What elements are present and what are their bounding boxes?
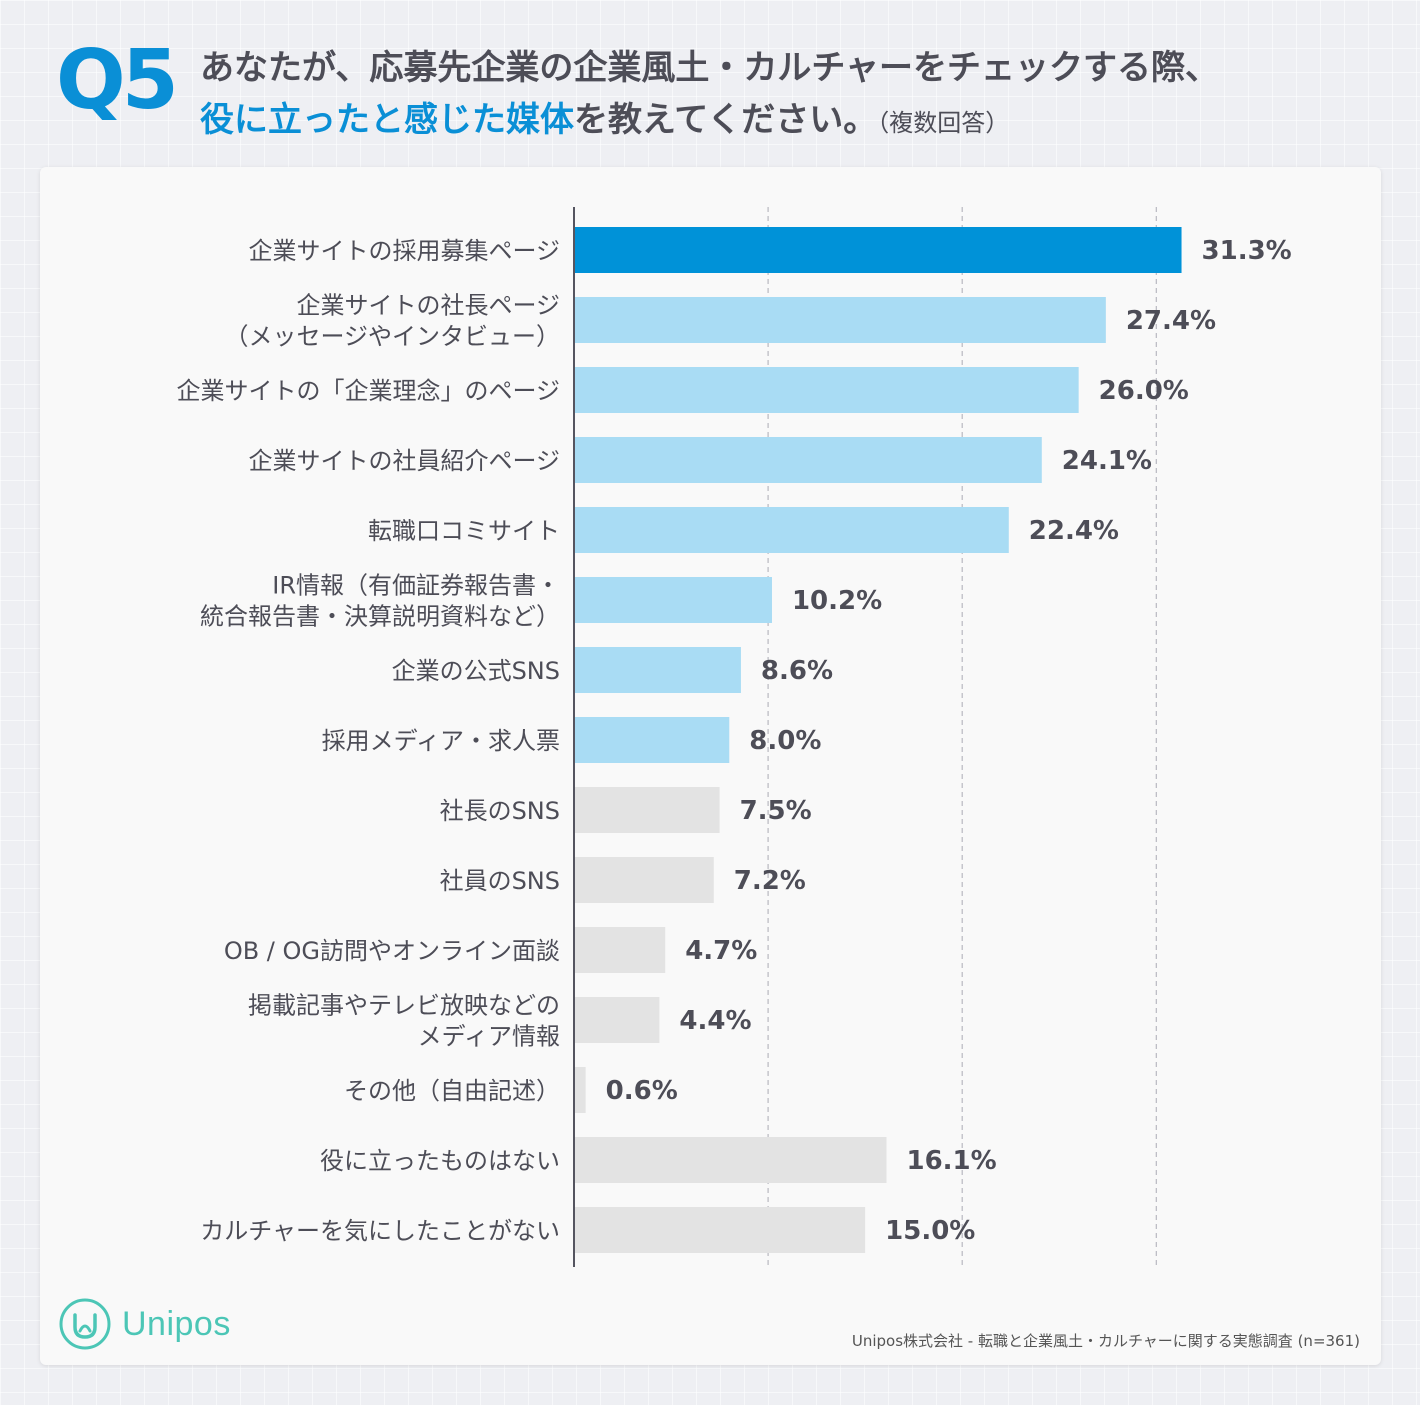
value-label: 8.0% [749, 726, 821, 756]
category-label: メディア情報 [418, 1023, 560, 1051]
bar [574, 367, 1079, 413]
bar [574, 577, 772, 623]
category-label: その他（自由記述） [344, 1077, 560, 1105]
title-highlight: 役に立ったと感じた媒体 [200, 100, 574, 140]
bar [574, 1207, 866, 1253]
bar [574, 297, 1106, 343]
bar [574, 1137, 887, 1183]
category-label: 企業サイトの社長ページ [296, 292, 560, 320]
category-label: 企業サイトの採用募集ページ [248, 237, 560, 265]
value-label: 31.3% [1202, 236, 1292, 266]
category-label: 企業サイトの「企業理念」のページ [176, 377, 560, 405]
bar [574, 1067, 586, 1113]
question-title: あなたが、応募先企業の企業風土・カルチャーをチェックする際、 役に立ったと感じた… [200, 42, 1400, 149]
category-label: 役に立ったものはない [320, 1147, 560, 1175]
value-label: 10.2% [792, 586, 882, 616]
chart-card: 31.3% 企業サイトの採用募集ページ 27.4% 企業サイトの社長ページ （メッセージ… [40, 167, 1381, 1365]
bar [574, 717, 730, 763]
value-label: 4.7% [685, 936, 757, 966]
category-label: カルチャーを気にしたことがない [200, 1217, 560, 1245]
title-line-2: 役に立ったと感じた媒体を教えてください。（複数回答） [200, 94, 1400, 149]
title-rest: を教えてください。 [574, 100, 878, 140]
bar [574, 857, 714, 903]
category-label: 社員のSNS [440, 867, 560, 895]
bar [574, 927, 666, 973]
category-label: 採用メディア・求人票 [322, 727, 560, 755]
value-label: 15.0% [885, 1216, 975, 1246]
value-label: 22.4% [1029, 516, 1119, 546]
value-label: 8.6% [761, 656, 833, 686]
category-label: OB / OG訪問やオンライン面談 [224, 937, 560, 965]
bar [574, 997, 660, 1043]
category-label: IR情報（有価証券報告書・ [272, 572, 560, 600]
brand-name: Unipos [122, 1304, 231, 1343]
unipos-logo: Unipos [58, 1297, 231, 1351]
bar [574, 647, 741, 693]
value-label: 16.1% [907, 1146, 997, 1176]
value-label: 7.2% [734, 866, 806, 896]
value-label: 4.4% [679, 1006, 751, 1036]
value-label: 26.0% [1099, 376, 1189, 406]
value-label: 7.5% [740, 796, 812, 826]
category-label: （メッセージやインタビュー） [224, 323, 560, 351]
bar-chart: 31.3% 企業サイトの採用募集ページ 27.4% 企業サイトの社長ページ （メッセージ… [176, 207, 1292, 1267]
title-note: （複数回答） [877, 109, 1010, 137]
value-label: 27.4% [1126, 306, 1216, 336]
title-line-1: あなたが、応募先企業の企業風土・カルチャーをチェックする際、 [200, 48, 1219, 88]
bar [574, 227, 1182, 273]
value-label: 24.1% [1062, 446, 1152, 476]
category-label: 企業サイトの社員紹介ページ [248, 447, 560, 475]
category-label: 転職口コミサイト [368, 517, 560, 545]
category-label: 掲載記事やテレビ放映などの [248, 992, 560, 1020]
bar [574, 787, 720, 833]
unipos-logo-icon [59, 1298, 111, 1350]
bar [574, 437, 1042, 483]
category-label: 企業の公式SNS [392, 657, 560, 685]
category-label: 統合報告書・決算説明資料など） [200, 603, 560, 631]
category-label: 社長のSNS [440, 797, 560, 825]
value-label: 0.6% [606, 1076, 678, 1106]
bar [574, 507, 1009, 553]
question-number: Q5 [56, 33, 179, 128]
source-note: Unipos株式会社 - 転職と企業風土・カルチャーに関する実態調査 (n=36… [851, 1332, 1360, 1350]
